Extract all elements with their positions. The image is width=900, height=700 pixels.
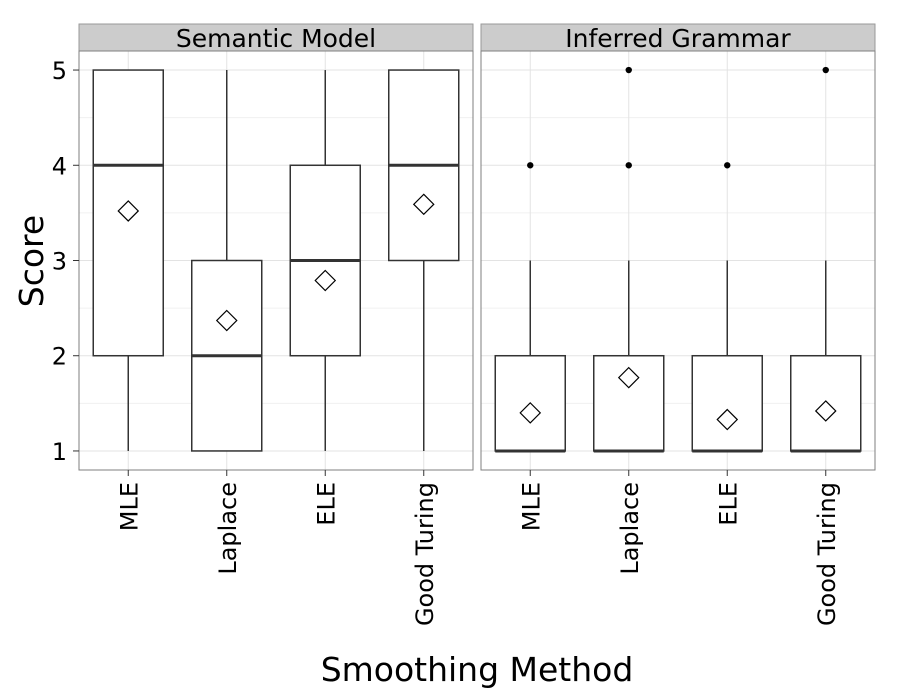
- box-good-turing: [388, 69, 460, 451]
- mean-marker: [215, 309, 238, 332]
- facet-panel-1: Inferred Grammar MLE Laplace ELE Good Turing: [480, 23, 876, 626]
- box-ele: [691, 162, 763, 453]
- outlier-point: [724, 162, 731, 169]
- mean-marker: [519, 402, 542, 424]
- facet-panel-0: Semantic Model MLE Laplace ELE Good Turing: [78, 23, 474, 626]
- x-tick-label: MLE: [517, 482, 545, 531]
- x-tick-label: Good Turing: [411, 482, 439, 626]
- mean-marker: [716, 408, 739, 431]
- x-tick-label: ELE: [714, 482, 742, 526]
- y-tick-label: 4: [52, 152, 67, 180]
- panel-border: [480, 50, 876, 471]
- y-tick-label: 2: [52, 343, 67, 371]
- box-laplace: [191, 70, 263, 452]
- outlier-point: [625, 162, 632, 169]
- box-mle: [494, 162, 566, 453]
- box-ele: [289, 70, 361, 451]
- x-tick-label: Laplace: [616, 482, 644, 575]
- box-mle: [92, 69, 164, 451]
- y-axis: 1 2 3 4 5: [52, 57, 79, 466]
- outlier-point: [625, 66, 632, 74]
- x-axis-title: Smoothing Method: [321, 650, 634, 689]
- mean-marker: [117, 200, 140, 222]
- mean-marker: [314, 269, 337, 292]
- facet-title: Semantic Model: [176, 24, 376, 53]
- box-laplace: [593, 66, 665, 453]
- facet-strip: [78, 23, 474, 52]
- box-iqr: [691, 354, 763, 452]
- mean-marker: [412, 193, 435, 216]
- y-axis-title: Score: [12, 215, 51, 307]
- facet-title: Inferred Grammar: [565, 24, 791, 53]
- y-tick-label: 5: [52, 57, 67, 85]
- box-good-turing: [790, 66, 862, 453]
- y-tick-label: 1: [52, 438, 67, 466]
- x-tick-label: Laplace: [214, 482, 242, 575]
- x-tick-label: ELE: [312, 482, 340, 526]
- mean-marker: [617, 366, 640, 389]
- x-tick-label: MLE: [115, 482, 143, 531]
- y-tick-label: 3: [52, 248, 67, 276]
- x-tick-label: Good Turing: [813, 482, 841, 626]
- outlier-point: [527, 162, 534, 169]
- mean-marker: [814, 400, 837, 422]
- outlier-point: [822, 66, 829, 74]
